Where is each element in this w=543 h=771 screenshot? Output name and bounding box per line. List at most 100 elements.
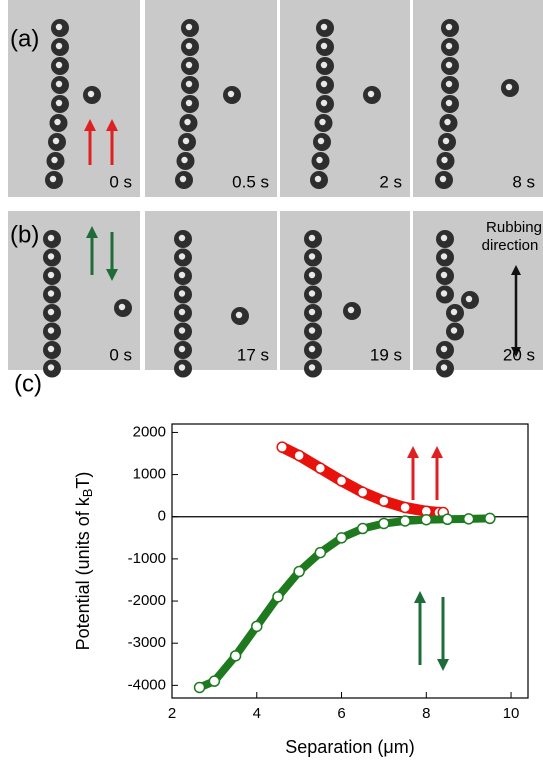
- bead-core: [178, 364, 186, 371]
- bead-core: [445, 99, 453, 107]
- panel-label: (a): [10, 25, 39, 52]
- bead-core: [440, 290, 448, 297]
- bead-core: [445, 80, 453, 88]
- point: [335, 532, 348, 544]
- bead-core: [178, 290, 186, 297]
- bead-core: [47, 345, 55, 353]
- bead-core: [47, 327, 55, 334]
- point: [484, 512, 496, 525]
- point: [399, 501, 411, 514]
- plot-frame: [171, 423, 529, 699]
- micrograph: [8, 211, 140, 370]
- bead-core: [47, 234, 55, 242]
- bead-core: [178, 271, 186, 279]
- annotation: direction: [482, 237, 539, 254]
- bead-core: [445, 23, 453, 31]
- point: [293, 449, 305, 462]
- bead-core: [308, 271, 316, 279]
- bead-core: [444, 118, 451, 126]
- bead-core: [308, 308, 316, 316]
- y-tick-label: 0: [158, 508, 166, 525]
- bead-core: [182, 137, 190, 145]
- bead-core: [185, 80, 193, 88]
- point: [272, 591, 284, 603]
- bead-core: [185, 61, 193, 69]
- bead-core: [235, 311, 243, 319]
- bead-core: [47, 364, 55, 371]
- point: [314, 546, 327, 559]
- bead-core: [347, 306, 355, 314]
- point: [441, 513, 454, 526]
- bead-core: [440, 271, 448, 279]
- bead-core: [450, 308, 458, 316]
- point: [293, 565, 305, 578]
- x-tick-label: 10: [503, 705, 520, 722]
- bead-core: [442, 137, 450, 145]
- bead-core: [181, 156, 188, 164]
- bead-core: [445, 61, 453, 69]
- bead-core: [320, 42, 328, 50]
- point: [378, 495, 390, 507]
- bead-core: [184, 118, 191, 126]
- x-tick-label: 2: [168, 705, 176, 722]
- x-axis-label: Separation (μm): [285, 737, 414, 757]
- bead-core: [367, 90, 375, 98]
- micrograph: [280, 211, 410, 370]
- point: [251, 620, 263, 633]
- bead-core: [319, 118, 326, 126]
- bead-core: [465, 295, 473, 303]
- bead-core: [178, 253, 186, 260]
- bead-core: [178, 327, 186, 334]
- panel-label: (c): [14, 370, 42, 397]
- y-tick-label: -2000: [128, 592, 166, 609]
- time-label: 19 s: [370, 345, 402, 364]
- bead-core: [320, 99, 328, 107]
- micrographs: [8, 0, 543, 378]
- point: [193, 681, 206, 694]
- x-tick-label: 8: [422, 705, 430, 722]
- bead-core: [317, 137, 325, 145]
- micrograph: [280, 0, 410, 197]
- bead-core: [320, 23, 328, 31]
- time-label: 20 s: [503, 345, 535, 364]
- bead-core: [320, 61, 328, 69]
- bead-core: [316, 156, 323, 164]
- bead-core: [308, 234, 316, 242]
- time-label: 17 s: [237, 345, 269, 364]
- bead-core: [441, 156, 448, 164]
- point: [335, 475, 348, 487]
- y-tick-label: 2000: [133, 423, 166, 440]
- bead-core: [47, 271, 55, 279]
- bead-core: [179, 175, 187, 183]
- series-band: [195, 514, 494, 692]
- time-label: 0 s: [109, 172, 132, 191]
- bead-core: [55, 61, 63, 69]
- y-axis-label-part: T): [73, 472, 93, 489]
- point: [378, 517, 390, 530]
- bead-core: [440, 345, 448, 353]
- bead-core: [178, 234, 186, 242]
- bead-core: [118, 303, 126, 311]
- annotation: Rubbing: [486, 219, 542, 236]
- point: [420, 513, 433, 526]
- y-axis-label: Potential (units of kBT): [73, 472, 96, 651]
- series-band: [276, 441, 449, 519]
- bead-core: [308, 327, 316, 334]
- y-axis-label-part: Potential (units of k: [73, 496, 93, 650]
- bead-core: [439, 175, 447, 183]
- y-axis-label-part: B: [80, 489, 95, 498]
- micrograph: [145, 0, 277, 197]
- point: [276, 441, 288, 453]
- bead-core: [55, 23, 63, 31]
- y-tick-label: -4000: [128, 676, 166, 693]
- bead-core: [47, 308, 55, 316]
- x-tick-label: 4: [253, 705, 261, 722]
- bead-core: [445, 42, 453, 50]
- bead-core: [185, 23, 193, 31]
- y-tick-label: -3000: [128, 634, 166, 651]
- bead-core: [505, 83, 513, 91]
- bead-core: [55, 99, 63, 107]
- time-label: 8 s: [512, 172, 535, 191]
- panel-label: (b): [10, 221, 39, 248]
